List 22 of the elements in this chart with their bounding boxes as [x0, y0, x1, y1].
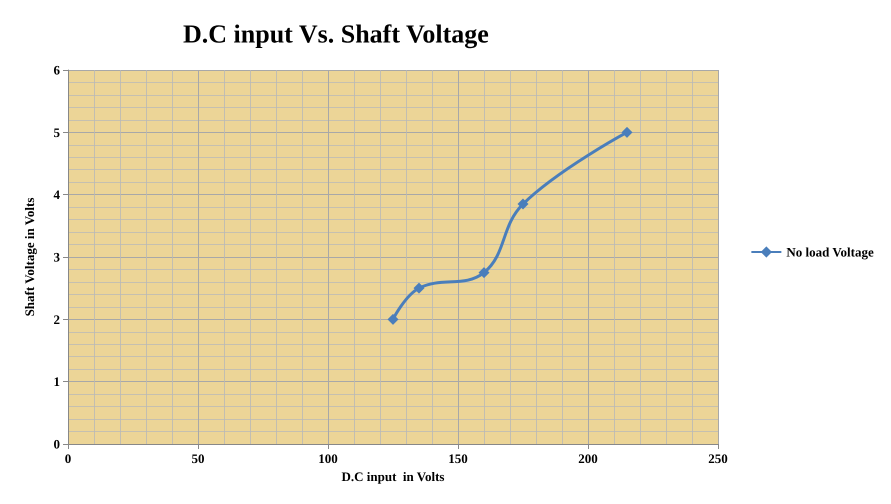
x-axis-title: D.C input in Volts	[342, 469, 444, 484]
legend-label: No load Voltage	[786, 244, 874, 260]
x-tick-label: 50	[192, 451, 204, 466]
point	[478, 267, 490, 278]
y-tick-label: 3	[54, 250, 60, 264]
y-tick-label: 1	[54, 374, 60, 390]
point	[622, 126, 632, 138]
point	[414, 282, 424, 294]
x-tick-label: 150	[448, 451, 468, 466]
x-tick-label: 0	[64, 451, 72, 466]
y-tick-label: 2	[54, 312, 60, 327]
y-tick-label: 5	[54, 124, 60, 140]
y-axis-title: Shaft Voltage in Volts	[22, 198, 37, 316]
y-tick-label: 0	[54, 436, 60, 452]
y-tick-label: 6	[54, 62, 60, 78]
point	[518, 198, 528, 210]
x-tick-label: 200	[578, 451, 598, 466]
x-tick-label: 250	[708, 451, 728, 466]
point	[388, 314, 398, 325]
x-tick-label: 100	[318, 451, 338, 466]
y-tick-label: 4	[54, 187, 60, 202]
chart-title: D.C input Vs. Shaft Voltage	[183, 20, 489, 48]
